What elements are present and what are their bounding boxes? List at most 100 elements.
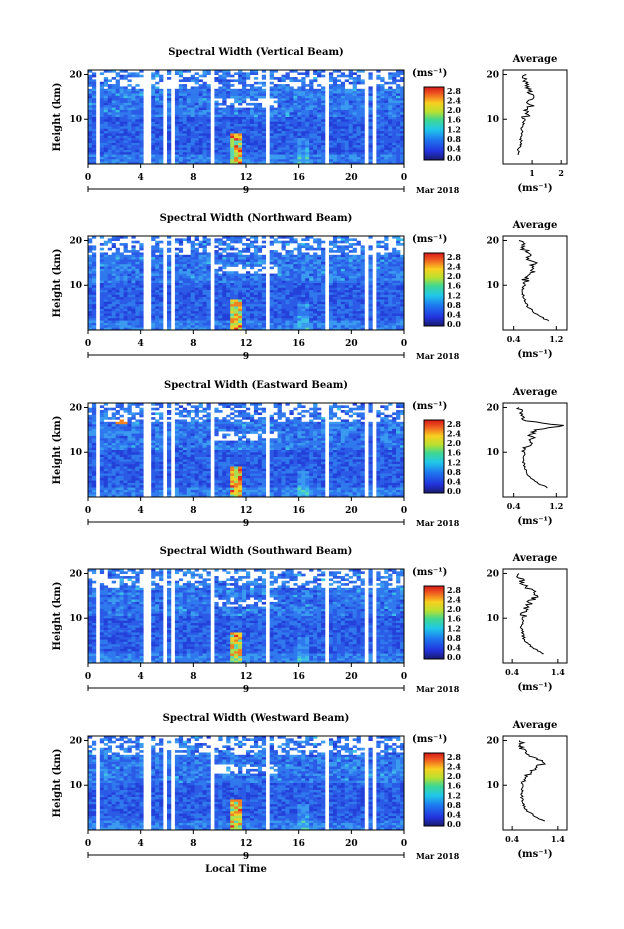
heatmap-cell — [131, 126, 136, 130]
heatmap-cell — [321, 266, 326, 270]
heatmap-cell — [344, 95, 349, 99]
heatmap-cell — [234, 292, 239, 296]
heatmap-cell — [238, 100, 243, 104]
heatmap-cell — [269, 138, 274, 141]
heatmap-cell — [139, 320, 144, 324]
heatmap-cell — [115, 315, 120, 319]
heatmap-cell — [115, 273, 120, 277]
heatmap-cell — [99, 236, 105, 239]
heatmap-cell — [321, 283, 326, 286]
heatmap-cell — [380, 112, 385, 115]
heatmap-cell — [190, 294, 195, 298]
heatmap-cell — [230, 259, 235, 263]
heatmap-cell — [344, 100, 349, 104]
heatmap-cell — [127, 161, 132, 165]
heatmap-cell — [305, 154, 310, 158]
heatmap-cell — [352, 243, 357, 246]
heatmap-cell — [115, 247, 120, 251]
heatmap-cell — [313, 140, 318, 144]
heatmap-cell — [344, 88, 349, 92]
heatmap-cell — [131, 275, 136, 279]
heatmap-cell — [127, 100, 132, 104]
heatmap-cell — [190, 247, 195, 251]
heatmap-cell — [328, 77, 334, 80]
heatmap-cell — [214, 102, 219, 106]
heatmap-cell — [400, 107, 405, 111]
heatmap-cell — [344, 145, 349, 148]
heatmap-cell — [238, 313, 243, 317]
heatmap-cell — [253, 161, 259, 165]
heatmap-cell — [159, 278, 164, 281]
heatmap-cell — [332, 138, 338, 141]
heatmap-cell — [356, 135, 361, 139]
heatmap-cell — [253, 294, 259, 298]
heatmap-cell — [368, 117, 373, 120]
heatmap-cell — [131, 252, 136, 256]
heatmap-cell — [135, 259, 140, 263]
heatmap-cell — [202, 266, 207, 270]
heatmap-cell — [249, 273, 255, 277]
heatmap-cell — [344, 301, 349, 305]
heatmap-cell — [99, 278, 105, 281]
heatmap-cell — [301, 273, 306, 277]
heatmap-cell — [301, 105, 306, 108]
heatmap-cell — [384, 278, 389, 281]
heatmap-cell — [91, 135, 97, 139]
heatmap-cell — [107, 114, 112, 118]
heatmap-cell — [277, 306, 282, 310]
heatmap-cell — [206, 318, 211, 321]
heatmap-cell — [289, 142, 294, 146]
heatmap-cell — [230, 313, 235, 317]
heatmap-cell — [388, 77, 393, 80]
heatmap-cell — [91, 100, 97, 104]
heatmap-cell — [123, 145, 128, 148]
heatmap-cell — [119, 100, 124, 104]
heatmap-cell — [273, 325, 278, 328]
heatmap-cell — [123, 128, 128, 132]
heatmap-cell — [190, 121, 195, 125]
heatmap-cell — [356, 133, 361, 137]
heatmap-cell — [317, 315, 322, 319]
heatmap-cell — [226, 287, 231, 291]
heatmap-cell — [305, 159, 310, 162]
heatmap-cell — [388, 294, 393, 298]
heatmap-cell — [186, 266, 191, 270]
colorbar-tick-label: 1.6 — [447, 115, 461, 125]
heatmap-cell — [242, 133, 247, 137]
heatmap-cell — [167, 236, 172, 239]
heatmap-cell — [159, 271, 164, 274]
heatmap-cell — [99, 102, 105, 106]
heatmap-cell — [135, 114, 140, 118]
heatmap-cell — [115, 156, 120, 160]
heatmap-cell — [139, 308, 144, 312]
heatmap-cell — [238, 95, 243, 99]
heatmap-cell — [297, 93, 302, 97]
heatmap-cell — [230, 152, 235, 155]
heatmap-cell — [269, 112, 274, 115]
heatmap-cell — [289, 254, 294, 258]
heatmap-cell — [261, 259, 267, 263]
heatmap-cell — [269, 292, 274, 296]
heatmap-cell — [285, 266, 290, 270]
heatmap-cell — [340, 268, 346, 272]
heatmap-cell — [123, 245, 128, 249]
heatmap-cell — [127, 283, 132, 286]
heatmap-cell — [135, 301, 140, 305]
heatmap-cell — [167, 140, 172, 144]
heatmap-cell — [317, 121, 322, 125]
heatmap-cell — [139, 100, 144, 104]
heatmap-cell — [352, 318, 357, 321]
heatmap-cell — [99, 273, 105, 277]
heatmap-cell — [222, 264, 227, 267]
heatmap-cell — [321, 315, 326, 319]
heatmap-cell — [155, 93, 160, 97]
heatmap-cell — [151, 112, 156, 115]
heatmap-cell — [115, 252, 120, 256]
heatmap-cell — [91, 297, 97, 300]
heatmap-cell — [88, 84, 93, 87]
heatmap-cell — [269, 283, 274, 286]
heatmap-cell — [242, 318, 247, 321]
heatmap-cell — [352, 86, 357, 90]
heatmap-cell — [328, 290, 334, 293]
heatmap-cell — [396, 100, 401, 104]
